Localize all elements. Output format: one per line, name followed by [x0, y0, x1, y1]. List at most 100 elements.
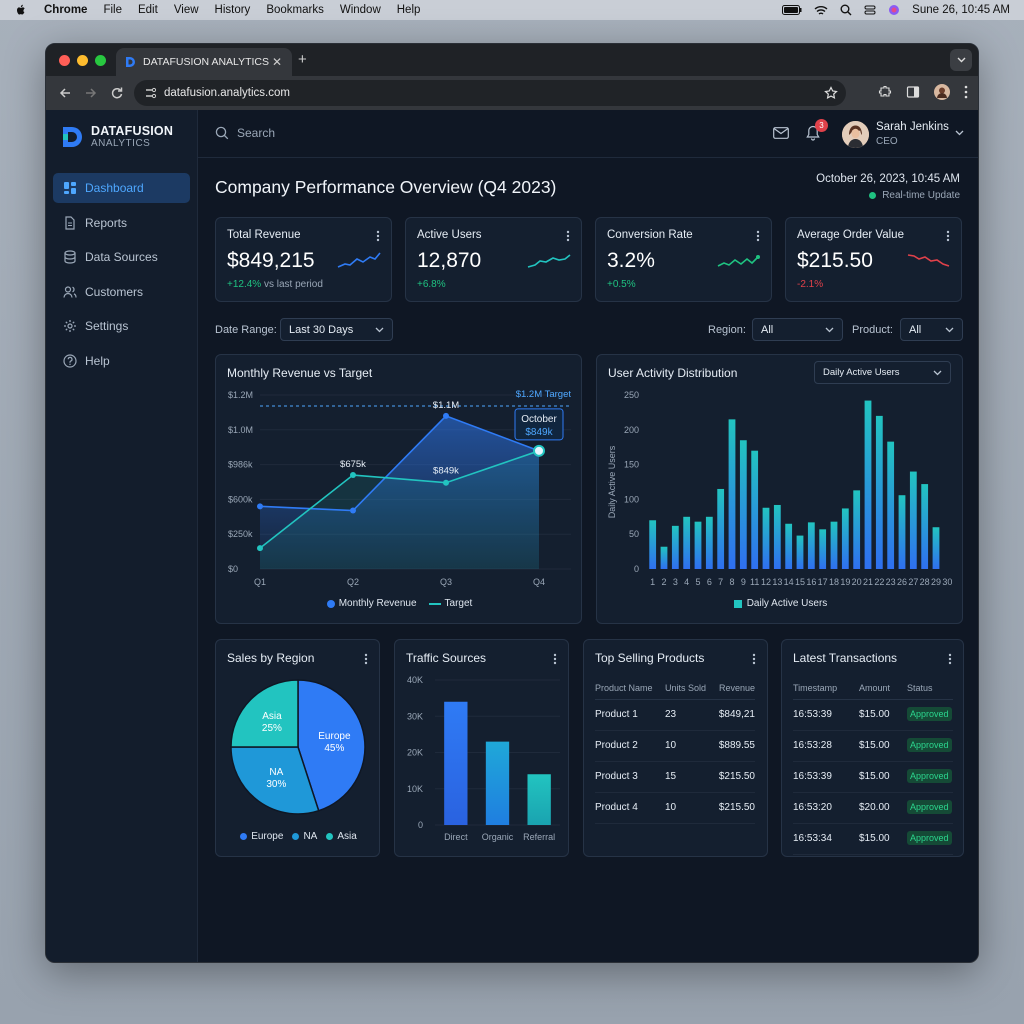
more-vertical-icon[interactable]	[964, 85, 968, 99]
sidebar-item-data-sources[interactable]: Data Sources	[53, 242, 190, 272]
new-tab-button[interactable]: +	[298, 51, 307, 68]
menu-window[interactable]: Window	[339, 4, 381, 16]
more-vertical-icon[interactable]	[566, 230, 570, 242]
region-select[interactable]: All	[752, 318, 843, 341]
table-row[interactable]: Product 3 15 $215.50	[595, 761, 755, 793]
units-sold: 15	[665, 761, 715, 793]
kpi-card-average-order-value[interactable]: Average Order Value $215.50 -2.1%	[785, 217, 962, 302]
bookmark-star-icon[interactable]	[824, 86, 838, 100]
chevron-down-icon[interactable]	[955, 130, 964, 136]
minimize-window-button[interactable]	[77, 54, 88, 66]
legend-item-europe[interactable]: Europe	[240, 831, 283, 842]
table-row[interactable]: 16:53:28 $15.00 Approved	[793, 730, 953, 762]
back-arrow-icon[interactable]	[58, 86, 72, 100]
bar	[705, 516, 713, 569]
forward-arrow-icon[interactable]	[84, 86, 98, 100]
avatar[interactable]	[842, 121, 869, 148]
close-tab-icon[interactable]: ✕	[271, 55, 282, 69]
column-header[interactable]: Revenue	[715, 677, 755, 700]
profile-avatar-icon[interactable]	[934, 84, 950, 100]
legend-item-dau[interactable]: Daily Active Users	[733, 598, 827, 609]
more-vertical-icon[interactable]	[376, 230, 380, 242]
legend-item-revenue[interactable]: Monthly Revenue	[326, 598, 417, 609]
mail-icon[interactable]	[773, 127, 789, 139]
status-cell: Approved	[907, 699, 953, 731]
battery-icon[interactable]	[782, 5, 802, 15]
maximize-window-button[interactable]	[95, 54, 106, 66]
chevron-down-icon	[957, 57, 965, 63]
table-row[interactable]: Product 4 10 $215.50	[595, 792, 755, 824]
control-center-icon[interactable]	[864, 4, 876, 16]
sidepanel-icon[interactable]	[906, 85, 920, 99]
menu-bookmarks[interactable]: Bookmarks	[266, 4, 324, 16]
column-header[interactable]: Product Name	[595, 677, 665, 700]
x-tick-label: 16	[806, 577, 816, 587]
y-tick-label: 50	[629, 529, 639, 539]
extensions-icon[interactable]	[878, 85, 892, 99]
monthly-revenue-card: Monthly Revenue vs Target $0 $250k $600k $9…	[215, 354, 582, 624]
notification-badge: 3	[815, 119, 828, 132]
column-header[interactable]: Status	[907, 677, 953, 700]
sidebar-item-dashboard[interactable]: Dashboard	[53, 173, 190, 203]
kpi-card-conversion-rate[interactable]: Conversion Rate 3.2% +0.5%	[595, 217, 772, 302]
menu-view[interactable]: View	[173, 4, 199, 16]
date-range-select[interactable]: Last 30 Days	[280, 318, 393, 341]
menu-help[interactable]: Help	[396, 4, 421, 16]
tooltip-value: $849k	[525, 427, 553, 438]
activity-metric-select[interactable]: Daily Active Users	[814, 361, 951, 384]
sparkline-up-icon	[527, 254, 571, 268]
menu-file[interactable]: File	[103, 4, 122, 16]
legend-item-na[interactable]: NA	[292, 831, 317, 842]
table-row[interactable]: Product 2 10 $889.55	[595, 730, 755, 762]
site-info-icon[interactable]	[144, 86, 158, 100]
sidebar-item-settings[interactable]: Settings	[53, 311, 190, 341]
more-vertical-icon[interactable]	[948, 653, 952, 665]
table-row[interactable]: 16:53:34 $15.00 Approved	[793, 823, 953, 855]
sidebar-item-help[interactable]: Help	[53, 346, 190, 376]
menubar-clock[interactable]: Sune 26, 10:45 AM	[912, 4, 1010, 16]
sidebar-item-reports[interactable]: Reports	[53, 208, 190, 238]
table-row[interactable]: 16:53:39 $15.00 Approved	[793, 761, 953, 793]
legend-item-asia[interactable]: Asia	[326, 831, 357, 842]
x-tick-label: 22	[874, 577, 884, 587]
kpi-change: +0.5%	[607, 279, 636, 290]
spotlight-search-icon[interactable]	[840, 4, 852, 16]
siri-icon[interactable]	[888, 4, 900, 16]
browser-tab-active[interactable]: DATAFUSION ANALYTICS ✕	[116, 48, 292, 76]
url-field[interactable]: datafusion.analytics.com	[134, 80, 846, 106]
apple-icon[interactable]	[14, 3, 28, 17]
more-vertical-icon[interactable]	[752, 653, 756, 665]
column-header[interactable]: Timestamp	[793, 677, 859, 700]
menu-app-chrome[interactable]: Chrome	[44, 4, 88, 16]
kpi-card-total-revenue[interactable]: Total Revenue $849,215 +12.4% vs last pe…	[215, 217, 392, 302]
bar	[807, 522, 815, 569]
status-badge: Approved	[907, 800, 952, 814]
brand[interactable]: DATAFUSION ANALYTICS	[61, 124, 173, 149]
column-header[interactable]: Amount	[859, 677, 907, 700]
product-select[interactable]: All	[900, 318, 963, 341]
legend-item-target[interactable]: Target	[428, 598, 472, 609]
table-row[interactable]: 16:53:39 $15.00 Approved	[793, 699, 953, 731]
more-vertical-icon[interactable]	[553, 653, 557, 665]
table-header-row: Product Name Units Sold Revenue	[595, 677, 755, 700]
more-vertical-icon[interactable]	[946, 230, 950, 242]
brand-name: DATAFUSION	[91, 124, 174, 138]
sidebar-item-customers[interactable]: Customers	[53, 277, 190, 307]
close-window-button[interactable]	[59, 54, 70, 66]
kpi-card-active-users[interactable]: Active Users 12,870 +6.8%	[405, 217, 582, 302]
search-input[interactable]: Search	[215, 126, 275, 140]
table-row[interactable]: 16:53:20 $20.00 Approved	[793, 792, 953, 824]
more-vertical-icon[interactable]	[364, 653, 368, 665]
menu-history[interactable]: History	[214, 4, 251, 16]
wifi-icon[interactable]	[814, 5, 828, 16]
transactions-card: Latest Transactions Timestamp Amount Sta…	[781, 639, 964, 857]
table-row[interactable]: Product 1 23 $849,21	[595, 699, 755, 731]
reload-icon[interactable]	[110, 86, 124, 100]
menu-edit[interactable]: Edit	[137, 4, 158, 16]
user-name[interactable]: Sarah Jenkins	[876, 121, 949, 133]
y-tick-label: $1.0M	[228, 425, 253, 435]
tab-search-button[interactable]	[950, 49, 972, 71]
more-vertical-icon[interactable]	[756, 230, 760, 242]
column-header[interactable]: Units Sold	[665, 677, 715, 700]
live-dot-icon	[869, 192, 877, 199]
